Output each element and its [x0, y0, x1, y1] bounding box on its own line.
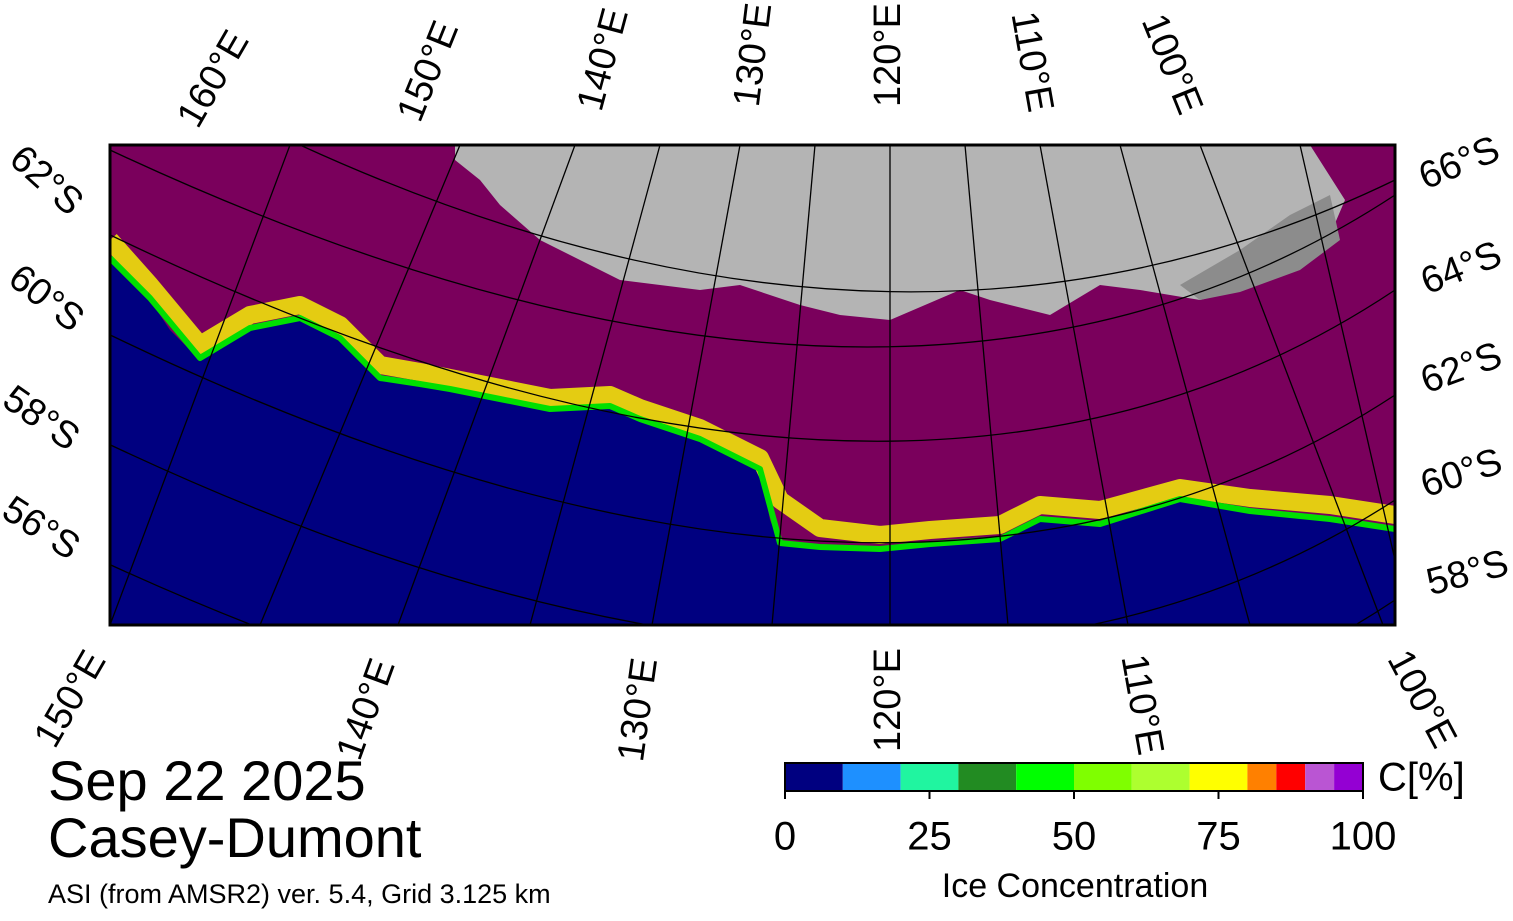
meridian: [1119, 145, 1251, 625]
lon-label: 140°E: [569, 4, 636, 115]
graticule: [110, 145, 1395, 625]
colorbar-bin: [1189, 763, 1248, 791]
lon-label: 100°E: [1379, 643, 1465, 755]
lon-label: 150°E: [389, 15, 467, 127]
land: [455, 145, 1345, 320]
map-area: [110, 145, 1395, 625]
parallel: [110, 334, 1395, 544]
colorbar-bin: [1276, 763, 1306, 791]
region: Casey-Dumont: [48, 806, 422, 869]
colorbar-bin: [900, 763, 959, 791]
lon-label: 160°E: [169, 24, 257, 135]
colorbar-unit: C[%]: [1378, 756, 1465, 800]
parallel: [299, 145, 1395, 293]
source: ASI (from AMSR2) ver. 5.4, Grid 3.125 km: [48, 879, 551, 909]
meridian: [259, 145, 461, 625]
parallel: [110, 149, 1395, 348]
lon-label: 110°E: [1002, 8, 1061, 115]
lat-label: 64°S: [1415, 233, 1508, 303]
colorbar-bin: [958, 763, 1017, 791]
lon-label: 100°E: [1133, 8, 1211, 120]
meridian: [1199, 145, 1384, 625]
lat-label: 58°S: [1422, 542, 1513, 604]
colorbar-tick-label: 50: [1052, 815, 1097, 859]
colorbar-tick-label: 100: [1330, 815, 1397, 859]
parallel: [110, 234, 1395, 442]
lat-label: 56°S: [0, 488, 87, 568]
colorbar-bin: [785, 763, 843, 791]
colorbar-bin: [1305, 763, 1335, 791]
meridian: [1039, 145, 1129, 625]
lat-label: 66°S: [1413, 128, 1506, 198]
colorbar-bin: [1247, 763, 1277, 791]
date: Sep 22 2025: [48, 749, 366, 812]
colorbar-bin: [1074, 763, 1132, 791]
lon-label: 140°E: [329, 653, 404, 765]
lon-label: 110°E: [1112, 651, 1171, 758]
meridian: [964, 145, 1009, 625]
ice-edge-yellow: [110, 234, 1395, 544]
colorbar-bin: [842, 763, 901, 791]
meridian: [1299, 145, 1395, 561]
lat-label: 58°S: [0, 377, 87, 459]
colorbar-tick-label: 0: [774, 815, 796, 859]
lon-label: 130°E: [726, 1, 780, 109]
meridian: [651, 145, 741, 625]
parallel: [110, 443, 1395, 625]
lat-label: 62°S: [1415, 334, 1507, 402]
colorbar-tick-label: 25: [907, 815, 952, 859]
colorbar-tick-label: 75: [1196, 815, 1241, 859]
lat-label: 62°S: [1, 137, 91, 224]
lon-label: 120°E: [867, 3, 909, 107]
lon-label: 130°E: [610, 655, 666, 764]
meridian: [529, 145, 661, 625]
lon-label: 120°E: [867, 648, 909, 752]
lon-label: 150°E: [26, 644, 114, 755]
colorbar-bin: [1016, 763, 1074, 791]
colorbar-bin: [1334, 763, 1363, 791]
lat-label: 60°S: [1, 256, 92, 340]
colorbar-bin: [1131, 763, 1190, 791]
meridian: [110, 145, 291, 625]
lat-label: 60°S: [1416, 440, 1508, 506]
colorbar-label: Ice Concentration: [942, 867, 1209, 905]
map-frame: [108, 143, 1397, 627]
meridian: [397, 145, 576, 625]
meridian: [771, 145, 816, 625]
